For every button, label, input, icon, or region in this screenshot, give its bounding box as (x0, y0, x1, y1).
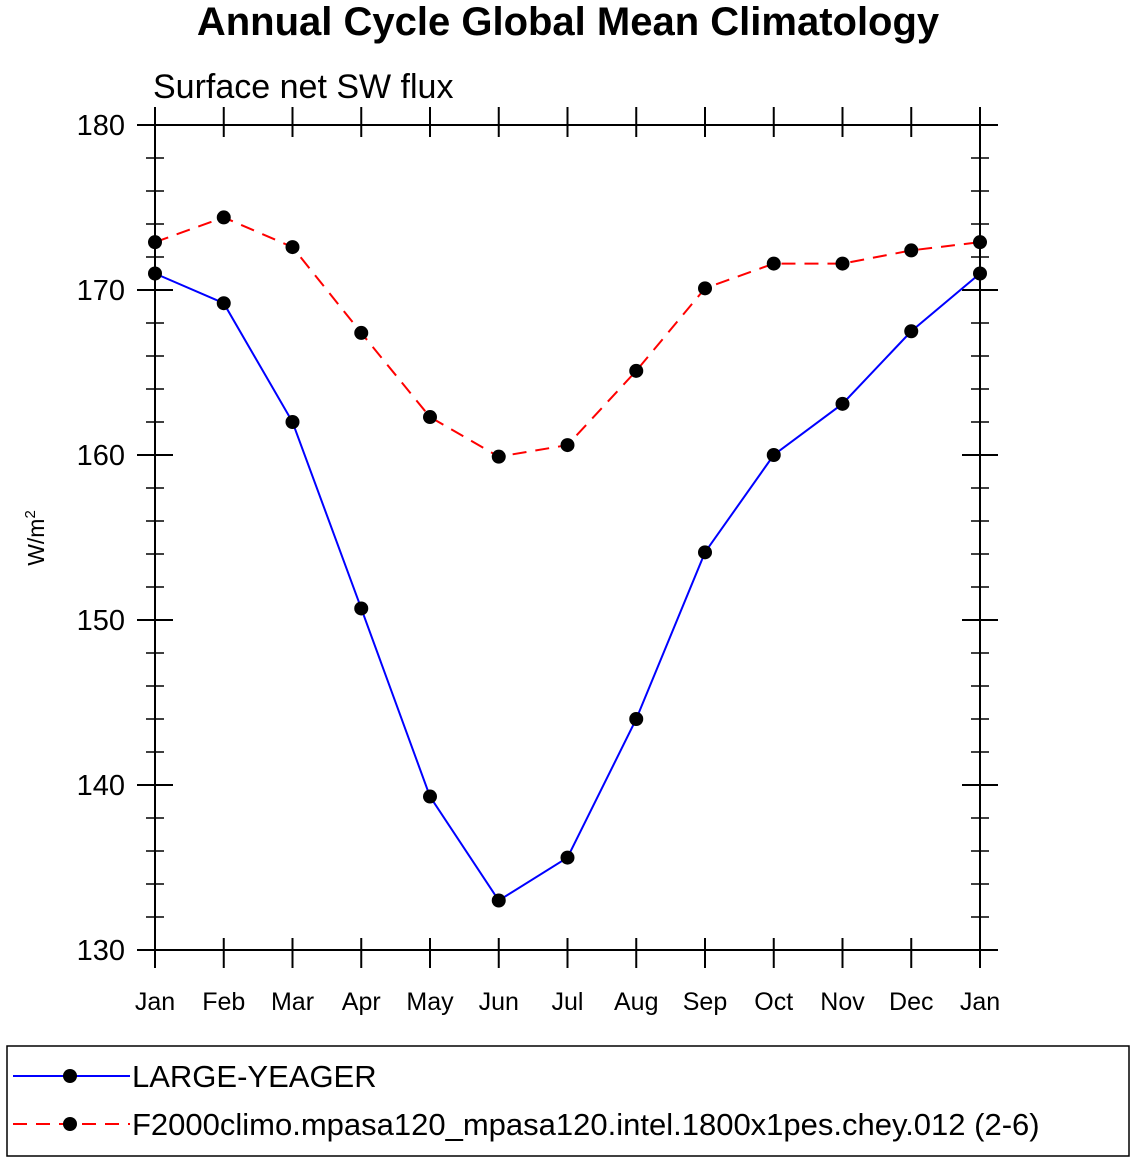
x-tick-label: Mar (271, 988, 314, 1016)
series-layer (148, 210, 987, 908)
series-line-f2000climo (154, 216, 981, 458)
data-point-large-yeager (216, 296, 231, 311)
legend-marker-large-yeager (63, 1069, 77, 1083)
data-point-f2000climo (491, 449, 506, 464)
data-point-f2000climo (560, 438, 575, 453)
data-point-large-yeager (698, 545, 712, 560)
chart-title: Annual Cycle Global Mean Climatology (197, 0, 940, 44)
legend-label-large-yeager: LARGE-YEAGER (132, 1059, 377, 1094)
x-tick-label: Jan (135, 988, 175, 1016)
legend-frame (6, 1045, 1130, 1157)
y-tick-label: 140 (77, 770, 125, 802)
y-tick-label: 180 (77, 110, 125, 142)
y-axis-label-superscript: 2 (22, 510, 39, 518)
data-point-large-yeager (629, 712, 644, 726)
x-tick-label: Dec (889, 988, 933, 1016)
data-point-f2000climo (354, 325, 369, 340)
legend: LARGE-YEAGER F2000climo.mpasa120_mpasa12… (6, 1045, 1130, 1157)
y-axis-label: W/m2 (22, 510, 49, 566)
x-tick-label: Aug (614, 988, 658, 1016)
data-point-large-yeager (491, 893, 506, 908)
chart-subtitle: Surface net SW flux (153, 68, 453, 106)
data-point-f2000climo (904, 243, 919, 258)
data-point-f2000climo (285, 240, 300, 255)
x-tick-label: Feb (202, 988, 245, 1016)
data-point-large-yeager (354, 601, 369, 616)
data-point-f2000climo (216, 210, 231, 225)
y-tick-label: 170 (77, 275, 125, 307)
data-point-large-yeager (904, 324, 919, 339)
x-tick-label: Sep (683, 988, 727, 1016)
y-tick-label: 150 (77, 605, 125, 637)
data-point-large-yeager (423, 789, 437, 804)
y-tick-label: 160 (77, 440, 125, 472)
x-tick-label: Nov (820, 988, 865, 1016)
data-point-f2000climo (629, 363, 644, 378)
plot-frame (154, 124, 981, 951)
series-line-large-yeager (154, 272, 981, 902)
x-tick-label: Jul (552, 988, 584, 1016)
axes: Jan Feb Mar Apr May Jun Jul Aug Sep Oct Nov Dec Jan 1… (77, 107, 1000, 1016)
y-axis-label-unit: W/m (23, 519, 49, 566)
legend-label-f2000climo: F2000climo.mpasa120_mpasa120.intel.1800x… (132, 1107, 1040, 1142)
data-point-f2000climo (766, 256, 781, 271)
data-point-large-yeager (766, 448, 781, 462)
data-point-large-yeager (560, 850, 575, 865)
data-point-f2000climo (698, 281, 712, 296)
x-tick-label: Jan (960, 988, 1000, 1016)
legend-marker-f2000climo (63, 1117, 77, 1131)
data-point-large-yeager (285, 415, 300, 429)
y-tick-label: 130 (77, 935, 125, 967)
x-tick-label: May (406, 988, 454, 1016)
x-tick-label: Oct (754, 988, 793, 1016)
data-point-f2000climo (835, 256, 850, 271)
data-point-f2000climo (423, 410, 437, 425)
x-tick-label: Jun (479, 988, 519, 1016)
data-point-large-yeager (835, 396, 850, 411)
x-tick-label: Apr (342, 988, 381, 1016)
